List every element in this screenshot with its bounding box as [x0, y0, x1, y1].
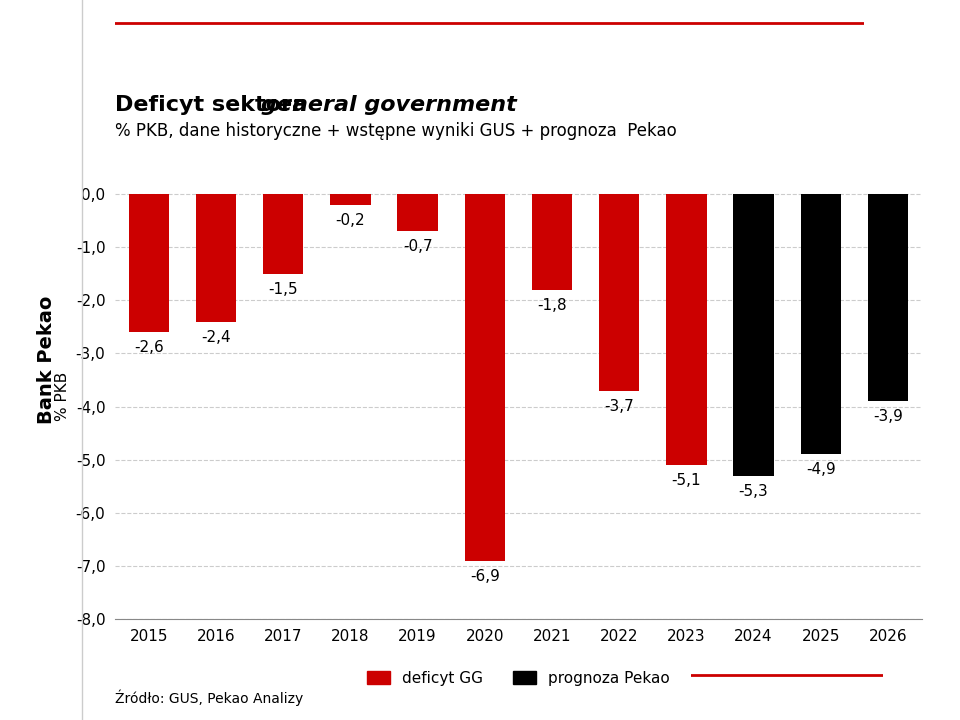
Text: -2,4: -2,4 — [202, 330, 230, 345]
Text: Deficyt sektora: Deficyt sektora — [115, 95, 315, 115]
Text: -1,8: -1,8 — [538, 297, 566, 312]
Text: -6,9: -6,9 — [469, 569, 500, 584]
Bar — [868, 194, 908, 401]
Text: -2,6: -2,6 — [134, 340, 163, 355]
Text: Źródło: GUS, Pekao Analizy: Źródło: GUS, Pekao Analizy — [115, 689, 303, 706]
Y-axis label: % PKB: % PKB — [55, 372, 70, 420]
Text: % PKB, dane historyczne + wstępne wyniki GUS + prognoza  Pekao: % PKB, dane historyczne + wstępne wyniki… — [115, 122, 677, 140]
Bar — [599, 194, 639, 391]
Bar — [330, 194, 371, 204]
Bar — [733, 194, 774, 476]
Bar — [397, 194, 438, 231]
Bar — [129, 194, 169, 332]
Text: -4,9: -4,9 — [806, 462, 835, 477]
Text: -3,9: -3,9 — [873, 409, 903, 424]
Bar — [532, 194, 572, 289]
Bar — [263, 194, 303, 274]
Bar — [801, 194, 841, 454]
Bar — [465, 194, 505, 561]
Bar — [196, 194, 236, 322]
Text: Bank Pekao: Bank Pekao — [36, 296, 56, 424]
Text: -1,5: -1,5 — [269, 282, 298, 297]
Text: -5,1: -5,1 — [672, 473, 701, 488]
Text: -5,3: -5,3 — [739, 484, 768, 499]
Bar — [666, 194, 707, 465]
Text: -0,7: -0,7 — [403, 239, 432, 254]
Text: -0,2: -0,2 — [336, 212, 365, 228]
Legend: deficyt GG, prognoza Pekao: deficyt GG, prognoza Pekao — [361, 665, 676, 692]
Text: general government: general government — [261, 95, 516, 115]
Text: -3,7: -3,7 — [605, 399, 634, 414]
